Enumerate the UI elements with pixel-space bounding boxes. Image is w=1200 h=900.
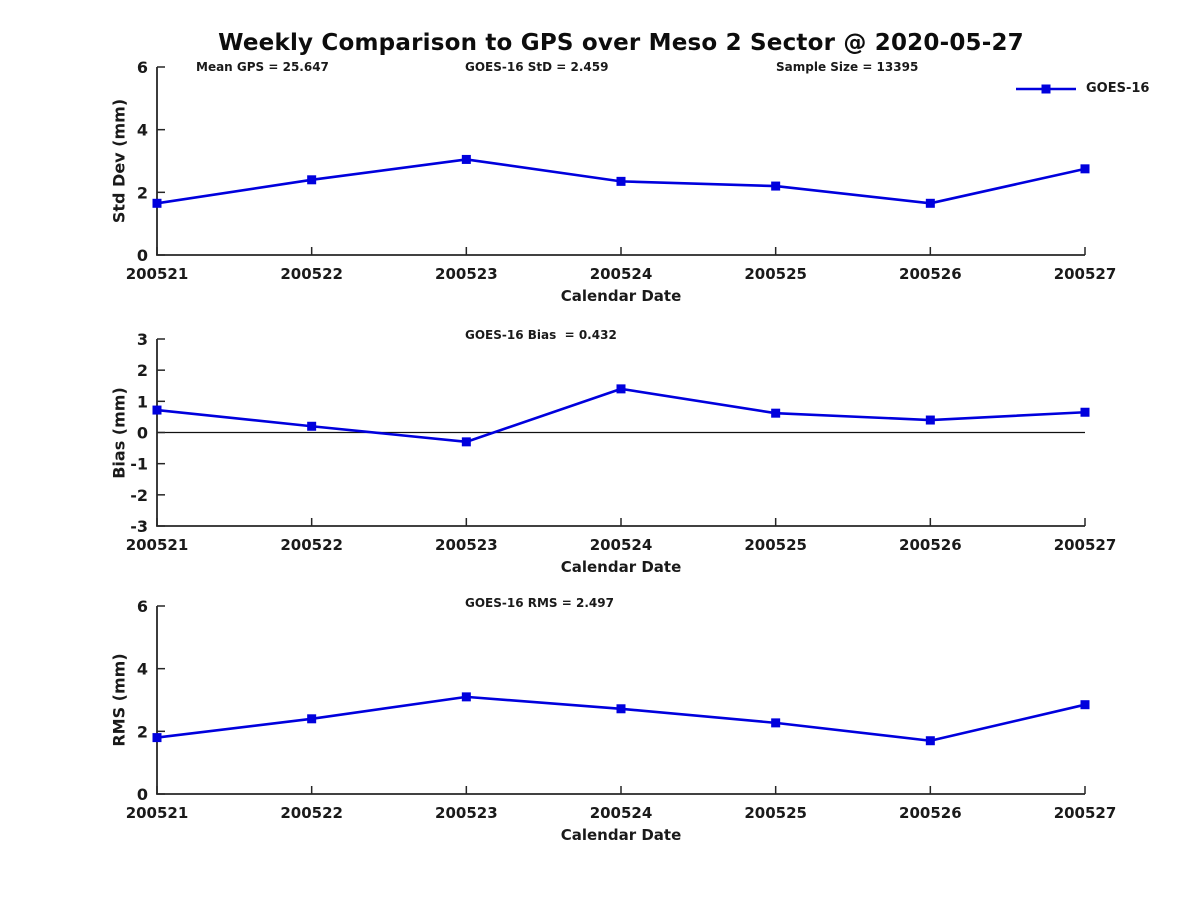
data-point-marker [307, 175, 317, 185]
x-tick-label: 200527 [1054, 536, 1117, 554]
y-tick-label: 2 [137, 183, 148, 202]
x-tick-label: 200526 [899, 536, 962, 554]
y-tick-label: -3 [130, 517, 148, 536]
x-tick-label: 200521 [126, 536, 189, 554]
y-tick-label: 2 [137, 722, 148, 741]
annotation-goes16-bias: GOES-16 Bias = 0.432 [465, 328, 617, 342]
y-tick-label: -2 [130, 486, 148, 505]
x-tick-label: 200526 [899, 804, 962, 822]
subplot-bias: -3 -2 -1 0 1 2 3 200521 200522 200523 200524 200525… [126, 330, 1117, 554]
subplot-rms: 0 2 4 6 200521 200522 200523 200524 200525 200526… [126, 597, 1117, 822]
annotation-sample-size: Sample Size = 13395 [776, 60, 919, 74]
x-tick-label: 200522 [280, 265, 343, 283]
y-tick-label: 4 [137, 660, 148, 679]
ylabel-stddev: Std Dev (mm) [109, 98, 129, 224]
data-point-marker [461, 692, 471, 702]
x-tick-label: 200523 [435, 265, 498, 283]
data-point-marker [771, 181, 781, 191]
legend-label: GOES-16 [1086, 81, 1150, 96]
data-point-marker [925, 198, 935, 208]
y-tick-label: 0 [137, 424, 148, 443]
figure-title: Weekly Comparison to GPS over Meso 2 Sec… [218, 30, 1024, 56]
data-point-marker [771, 718, 781, 728]
x-tick-label: 200523 [435, 804, 498, 822]
data-point-marker [152, 733, 162, 743]
y-tick-label: 1 [137, 392, 148, 411]
y-tick-label: -1 [130, 455, 148, 474]
x-tick-label: 200527 [1054, 265, 1117, 283]
x-tick-label: 200526 [899, 265, 962, 283]
x-tick-label: 200523 [435, 536, 498, 554]
data-point-marker [152, 405, 162, 415]
data-line [155, 387, 1087, 444]
data-point-marker [925, 415, 935, 425]
xlabel-rms: Calendar Date [560, 826, 682, 844]
data-point-marker [307, 714, 317, 724]
y-tick-label: 0 [137, 246, 148, 265]
legend-line-marker-icon [1016, 84, 1076, 94]
ylabel-rms: RMS (mm) [109, 653, 129, 747]
xlabel-stddev: Calendar Date [560, 287, 682, 305]
x-tick-label: 200525 [744, 804, 807, 822]
annotation-goes16-std: GOES-16 StD = 2.459 [465, 60, 609, 74]
data-point-marker [616, 384, 626, 394]
annotation-mean-gps: Mean GPS = 25.647 [196, 60, 329, 74]
data-point-marker [1080, 164, 1090, 174]
y-tick-label: 6 [137, 597, 148, 616]
x-tick-label: 200522 [280, 536, 343, 554]
subplot-stddev: 0 2 4 6 200521 200522 200523 200524 200525 200526… [126, 58, 1117, 283]
data-point-marker [152, 198, 162, 208]
x-tick-label: 200524 [590, 536, 653, 554]
data-point-marker [616, 176, 626, 186]
xlabel-bias: Calendar Date [560, 558, 682, 576]
x-tick-label: 200524 [590, 804, 653, 822]
x-tick-label: 200527 [1054, 804, 1117, 822]
data-point-marker [1080, 407, 1090, 417]
data-line [155, 695, 1087, 743]
y-tick-label: 2 [137, 361, 148, 380]
data-point-marker [461, 437, 471, 447]
data-point-marker [461, 154, 471, 164]
y-tick-label: 3 [137, 330, 148, 349]
data-point-marker [307, 421, 317, 431]
x-tick-label: 200522 [280, 804, 343, 822]
x-tick-label: 200524 [590, 265, 653, 283]
annotation-goes16-rms: GOES-16 RMS = 2.497 [465, 596, 614, 610]
x-tick-label: 200525 [744, 536, 807, 554]
legend: GOES-16 [1015, 81, 1150, 96]
data-point-marker [925, 736, 935, 746]
ylabel-bias: Bias (mm) [109, 387, 129, 479]
x-tick-label: 200525 [744, 265, 807, 283]
y-tick-label: 4 [137, 121, 148, 140]
data-point-marker [1080, 700, 1090, 710]
y-tick-label: 6 [137, 58, 148, 77]
data-point-marker [771, 408, 781, 418]
y-tick-label: 0 [137, 785, 148, 804]
data-point-marker [616, 704, 626, 714]
x-tick-label: 200521 [126, 804, 189, 822]
x-tick-label: 200521 [126, 265, 189, 283]
